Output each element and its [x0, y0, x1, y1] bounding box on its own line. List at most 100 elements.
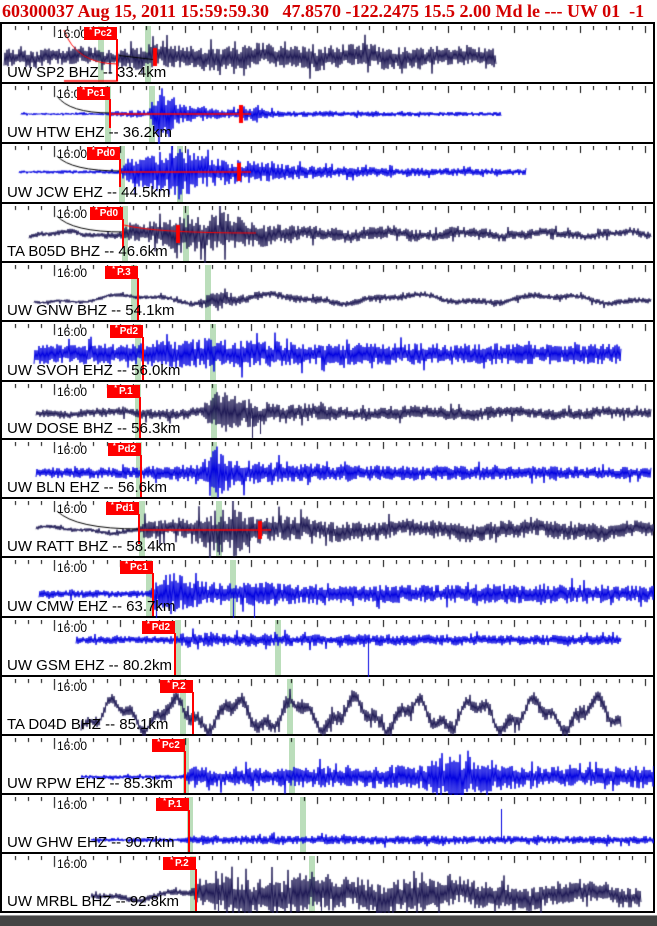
pick-flag-super: *	[114, 325, 118, 332]
trace-panel-6: 16:00 * Pd2 UW SVOH EHZ -- 56.0km	[0, 320, 655, 382]
p-pick-line	[122, 219, 124, 248]
trace-panel-11: 16:00 * Pd2 UW GSM EHZ -- 80.2km	[0, 616, 655, 677]
waveform-canvas[interactable]	[1, 738, 654, 795]
p-pick-flag[interactable]: * P.1	[107, 385, 140, 398]
waveform-canvas[interactable]	[1, 679, 654, 736]
p-pick-line	[195, 869, 197, 911]
station-label: UW HTW EHZ -- 36.2km	[7, 124, 172, 141]
pick-flag-super: *	[91, 147, 95, 154]
time-label: 16:00	[57, 325, 88, 339]
time-label: 16:00	[57, 680, 88, 694]
window-right-border	[653, 22, 655, 913]
trace-panel-7: 16:00 * P.1 UW DOSE BHZ -- 56.3km	[0, 380, 655, 440]
station-label: UW MRBL BHZ -- 92.8km	[7, 893, 179, 910]
p-pick-line	[109, 99, 111, 128]
trace-panel-5: 16:00 * P.3 UW GNW BHZ -- 54.1km	[0, 261, 655, 322]
p-pick-flag[interactable]: * P.2	[163, 857, 196, 870]
p-pick-flag[interactable]: * Pd0	[90, 207, 123, 220]
waveform-canvas[interactable]	[1, 324, 654, 382]
p-pick-line	[192, 692, 194, 734]
p-pick-flag[interactable]: * Pd1	[106, 502, 139, 515]
station-label: UW SP2 BHZ -- 33.4km	[7, 64, 167, 81]
waveform-canvas[interactable]	[1, 560, 654, 618]
p-pick-flag[interactable]: * Pc1	[120, 561, 153, 574]
pick-flag-label: Pd0	[96, 148, 116, 159]
p-pick-line	[188, 810, 190, 852]
pick-flag-super: *	[89, 27, 92, 34]
station-label: UW GHW EHZ -- 90.7km	[7, 834, 175, 851]
pick-flag-label: Pd0	[99, 208, 119, 219]
trace-panel-4: 16:00 * Pd0 TA B05D BHZ -- 46.6km	[0, 202, 655, 263]
p-pick-line	[140, 455, 142, 497]
pick-flag-label: P.1	[168, 799, 182, 810]
p-pick-line	[174, 633, 176, 675]
pick-flag-super: *	[110, 502, 114, 509]
pick-flag-label: P.2	[172, 681, 186, 692]
time-label: 16:00	[57, 443, 88, 457]
trace-panel-14: 16:00 * P.1 UW GHW EHZ -- 90.7km	[0, 793, 655, 854]
pick-flag-super: *	[94, 207, 98, 214]
trace-panel-15: 16:00 * P.2 UW MRBL BHZ -- 92.8km	[0, 852, 655, 913]
pick-flag-super: *	[82, 87, 85, 94]
pick-flag-super: *	[163, 798, 166, 805]
time-label: 16:00	[57, 266, 88, 280]
pick-flag-label: Pd1	[115, 503, 135, 514]
station-label: TA B05D BHZ -- 46.6km	[7, 243, 168, 260]
pick-flag-super: *	[114, 385, 117, 392]
pick-flag-super: *	[146, 621, 150, 628]
pick-flag-label: Pc1	[86, 88, 105, 99]
waveform-canvas[interactable]	[1, 620, 654, 677]
time-label: 16:00	[57, 561, 88, 575]
station-label: UW SVOH EHZ -- 56.0km	[7, 362, 181, 379]
time-label: 16:00	[57, 207, 88, 221]
station-label: UW DOSE BHZ -- 56.3km	[7, 420, 181, 437]
p-pick-line	[137, 278, 139, 320]
trace-panel-8: 16:00 * Pd2 UW BLN EHZ -- 56.6km	[0, 438, 655, 499]
pick-flag-super: *	[157, 739, 160, 746]
p-pick-flag[interactable]: * Pd2	[108, 443, 141, 456]
waveform-canvas[interactable]	[1, 797, 654, 854]
p-pick-flag[interactable]: * Pd2	[142, 621, 175, 634]
station-label: UW GSM EHZ -- 80.2km	[7, 657, 173, 674]
trace-panel-9: 16:00 * Pd1 UW RATT BHZ -- 58.4km	[0, 497, 655, 558]
p-pick-flag[interactable]: * Pc2	[152, 739, 185, 752]
p-pick-flag[interactable]: * Pc1	[77, 87, 110, 100]
pick-flag-label: Pd2	[119, 326, 139, 337]
p-pick-flag[interactable]: * Pd0	[87, 147, 120, 160]
time-label: 16:00	[57, 857, 88, 871]
pick-flag-super: *	[112, 266, 115, 273]
trace-panel-12: 16:00 * P.2 TA D04D BHZ -- 85.1km	[0, 675, 655, 736]
pick-flag-label: P.2	[175, 858, 189, 869]
time-label: 16:00	[57, 621, 88, 635]
pick-flag-super: *	[167, 680, 170, 687]
trace-panel-3: 16:00 * Pd0 UW JCW EHZ -- 44.5km	[0, 142, 655, 204]
pick-flag-label: Pc2	[93, 28, 112, 39]
waveform-canvas[interactable]	[1, 856, 654, 913]
p-pick-flag[interactable]: * P.1	[156, 798, 189, 811]
p-pick-line	[152, 573, 154, 616]
p-pick-line	[139, 397, 141, 438]
station-label: UW RPW EHZ -- 85.3km	[7, 775, 173, 792]
pick-flag-super: *	[125, 561, 128, 568]
p-pick-flag[interactable]: * Pc2	[84, 27, 117, 40]
station-label: TA D04D BHZ -- 85.1km	[7, 716, 169, 733]
time-label: 16:00	[57, 147, 88, 161]
p-pick-flag[interactable]: * P.2	[160, 680, 193, 693]
time-label: 16:00	[57, 798, 88, 812]
pick-flag-label: P.3	[117, 267, 131, 278]
p-pick-flag[interactable]: * P.3	[105, 266, 138, 279]
p-pick-line	[142, 337, 144, 380]
p-pick-flag[interactable]: * Pd2	[110, 325, 143, 338]
event-title: 60300037 Aug 15, 2011 15:59:59.30 47.857…	[2, 1, 645, 21]
time-label: 16:00	[57, 739, 88, 753]
pick-flag-label: Pc1	[129, 562, 148, 573]
p-pick-line	[138, 514, 140, 544]
pick-flag-super: *	[170, 857, 173, 864]
time-label: 16:00	[57, 27, 88, 41]
p-pick-line	[119, 159, 121, 187]
station-label: UW JCW EHZ -- 44.5km	[7, 184, 171, 201]
pick-flag-label: Pd2	[151, 622, 171, 633]
pick-flag-super: *	[112, 443, 116, 450]
pick-flag-label: P.1	[119, 386, 133, 397]
